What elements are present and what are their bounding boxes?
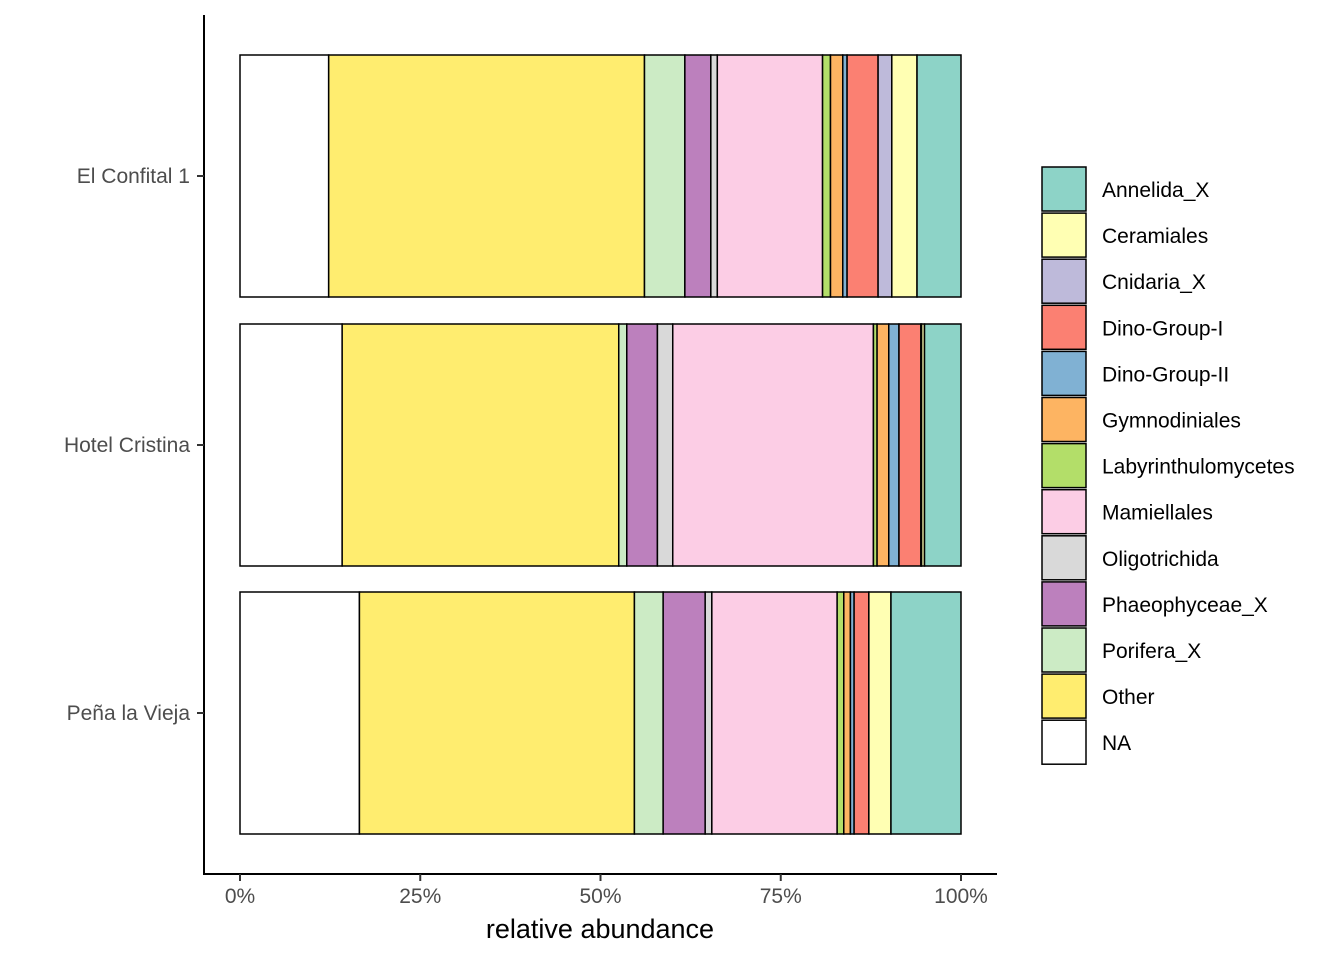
x-tick-label: 100% — [934, 885, 988, 908]
bar-segment-oligotrichida — [704, 591, 713, 835]
bar-segment-mamiellales — [671, 323, 875, 567]
legend-label: Gymnodiniales — [1102, 410, 1241, 433]
legend-label: Oligotrichida — [1102, 548, 1219, 571]
bar-segment-ceramiales — [891, 54, 918, 298]
legend-key-annelida-x — [1041, 166, 1087, 212]
bar-segment-na — [239, 591, 361, 835]
bar-segment-annelida-x — [916, 54, 962, 298]
bar-segment-porifera-x — [633, 591, 664, 835]
x-tick-label: 0% — [225, 885, 255, 908]
bar-segment-dino-group-ii — [888, 323, 900, 567]
legend-label: Other — [1102, 686, 1155, 709]
legend-label: Ceramiales — [1102, 225, 1208, 248]
legend-key-phaeophyceae-x — [1041, 581, 1087, 627]
legend-label: Labyrinthulomycetes — [1102, 456, 1295, 479]
legend-label: Dino-Group-I — [1102, 317, 1223, 340]
legend-label: Phaeophyceae_X — [1102, 594, 1268, 617]
legend-label: Mamiellales — [1102, 502, 1213, 525]
legend-label: Dino-Group-II — [1102, 363, 1229, 386]
legend-key-oligotrichida — [1041, 535, 1087, 581]
bar-segment-annelida-x — [923, 323, 962, 567]
bar-segment-mamiellales — [711, 591, 838, 835]
bar-segment-oligotrichida — [710, 54, 719, 298]
bar-segment-mamiellales — [716, 54, 824, 298]
legend-key-mamiellales — [1041, 488, 1087, 535]
bar-segment-oligotrichida — [656, 323, 674, 567]
legend: Annelida_X Ceramiales Cnidaria_X Dino-Group… — [1041, 166, 1295, 765]
bar-segment-gymnodiniales — [843, 591, 852, 835]
bar-segment-dino-group-i — [898, 323, 922, 567]
bar-segment-porifera-x — [617, 323, 628, 567]
bars-layer — [239, 54, 962, 835]
y-tick-label: Hotel Cristina — [64, 434, 190, 457]
bar-segment-porifera-x — [643, 54, 686, 298]
bar-segment-labyrinthulomycetes — [821, 54, 832, 298]
bar-segment-phaeophyceae-x — [662, 591, 706, 835]
bar-segment-phaeophyceae-x — [684, 54, 712, 298]
legend-key-labyrinthulomycetes — [1041, 442, 1087, 489]
legend-key-dino-group-ii — [1041, 350, 1087, 397]
legend-key-ceramiales — [1041, 212, 1087, 258]
bar-segment-other — [341, 323, 620, 567]
y-tick-label: Peña la Vieja — [67, 702, 191, 725]
legend-label: Annelida_X — [1102, 179, 1209, 202]
bar-pe-a-la-vieja — [239, 591, 962, 835]
legend-key-na — [1041, 719, 1087, 765]
bar-hotel-cristina — [239, 323, 962, 567]
y-tick-label: El Confital 1 — [77, 165, 190, 188]
bar-segment-ceramiales — [868, 591, 892, 835]
legend-label: NA — [1102, 732, 1131, 755]
legend-key-dino-group-i — [1041, 304, 1087, 351]
legend-label: Cnidaria_X — [1102, 271, 1206, 294]
bar-segment-phaeophyceae-x — [626, 323, 659, 567]
bar-segment-annelida-x — [890, 591, 962, 835]
bar-segment-na — [239, 54, 330, 298]
legend-key-cnidaria-x — [1041, 258, 1087, 304]
y-ticks: El Confital 1 Hotel Cristina Peña la Vieja — [64, 165, 204, 725]
legend-key-gymnodiniales — [1041, 396, 1087, 443]
bar-segment-gymnodiniales — [829, 54, 844, 298]
bar-segment-cnidaria-x — [877, 54, 893, 298]
bar-segment-other — [358, 591, 636, 835]
bar-segment-na — [239, 323, 343, 567]
x-tick-label: 25% — [399, 885, 441, 908]
legend-key-porifera-x — [1041, 627, 1087, 673]
x-ticks: 0% 25% 50% 75% 100% — [225, 874, 988, 908]
x-tick-label: 50% — [579, 885, 621, 908]
bar-segment-labyrinthulomycetes — [836, 591, 845, 835]
bar-segment-dino-group-i — [853, 591, 870, 835]
x-tick-label: 75% — [760, 885, 802, 908]
bar-segment-other — [327, 54, 646, 298]
bar-segment-dino-group-i — [846, 54, 879, 298]
x-axis-title: relative abundance — [486, 914, 714, 944]
legend-key-other — [1041, 673, 1087, 719]
bar-el-confital-1 — [239, 54, 962, 298]
bar-segment-gymnodiniales — [876, 323, 890, 567]
legend-label: Porifera_X — [1102, 640, 1201, 663]
